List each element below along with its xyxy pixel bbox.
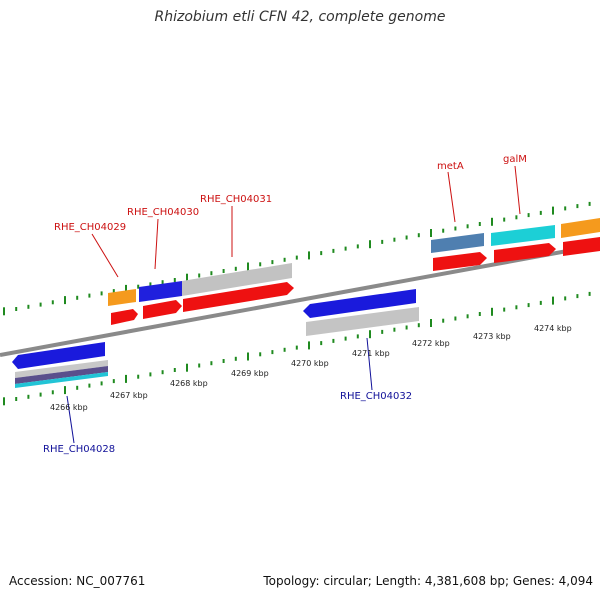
kbp-label: 4267 kbp: [110, 391, 148, 400]
gene-label[interactable]: RHE_CH04028: [43, 444, 115, 455]
gene-label[interactable]: RHE_CH04032: [340, 391, 412, 402]
kbp-label: 4268 kbp: [170, 379, 208, 388]
kbp-label: 4270 kbp: [291, 359, 329, 368]
feature-red[interactable]: [433, 252, 487, 271]
gene-label[interactable]: RHE_CH04030: [127, 207, 199, 218]
kbp-label: 4266 kbp: [50, 403, 88, 412]
kbp-label: 4274 kbp: [534, 324, 572, 333]
feature-grey[interactable]: [182, 263, 292, 296]
feature-cyan[interactable]: [491, 225, 555, 246]
feature-blue[interactable]: [139, 281, 182, 302]
feature-orange[interactable]: [108, 289, 136, 306]
reverse-features: [12, 289, 419, 388]
accession-text: Accession: NC_007761: [9, 574, 146, 588]
feature-red[interactable]: [143, 300, 182, 319]
feature-red[interactable]: [183, 282, 294, 312]
gene-label[interactable]: galM: [503, 154, 527, 165]
reverse-tick-track: [3, 291, 591, 406]
feature-cyan[interactable]: [15, 372, 108, 388]
feature-blue[interactable]: [12, 342, 105, 369]
feature-red[interactable]: [563, 237, 600, 256]
forward-features: [108, 218, 600, 325]
feature-red[interactable]: [111, 309, 138, 325]
kbp-label: 4269 kbp: [231, 369, 269, 378]
map-title: Rhizobium etli CFN 42, complete genome: [154, 9, 446, 25]
gene-label[interactable]: metA: [437, 161, 464, 172]
feature-grey[interactable]: [15, 360, 108, 378]
feature-steelblue[interactable]: [431, 233, 484, 253]
kbp-label: 4272 kbp: [412, 339, 450, 348]
feature-grey[interactable]: [306, 307, 419, 336]
label-leaders: [66, 165, 521, 444]
kbp-label: 4271 kbp: [352, 349, 390, 358]
gene-label[interactable]: RHE_CH04031: [200, 194, 272, 205]
feature-purple[interactable]: [15, 366, 108, 384]
feature-orange-right[interactable]: [561, 218, 600, 238]
feature-blue[interactable]: [303, 289, 416, 318]
feature-red[interactable]: [494, 243, 556, 263]
genome-backbone: [0, 243, 600, 357]
gene-label[interactable]: RHE_CH04029: [54, 222, 126, 233]
genome-summary-text: Topology: circular; Length: 4,381,608 bp…: [263, 574, 593, 588]
kbp-label: 4273 kbp: [473, 332, 511, 341]
